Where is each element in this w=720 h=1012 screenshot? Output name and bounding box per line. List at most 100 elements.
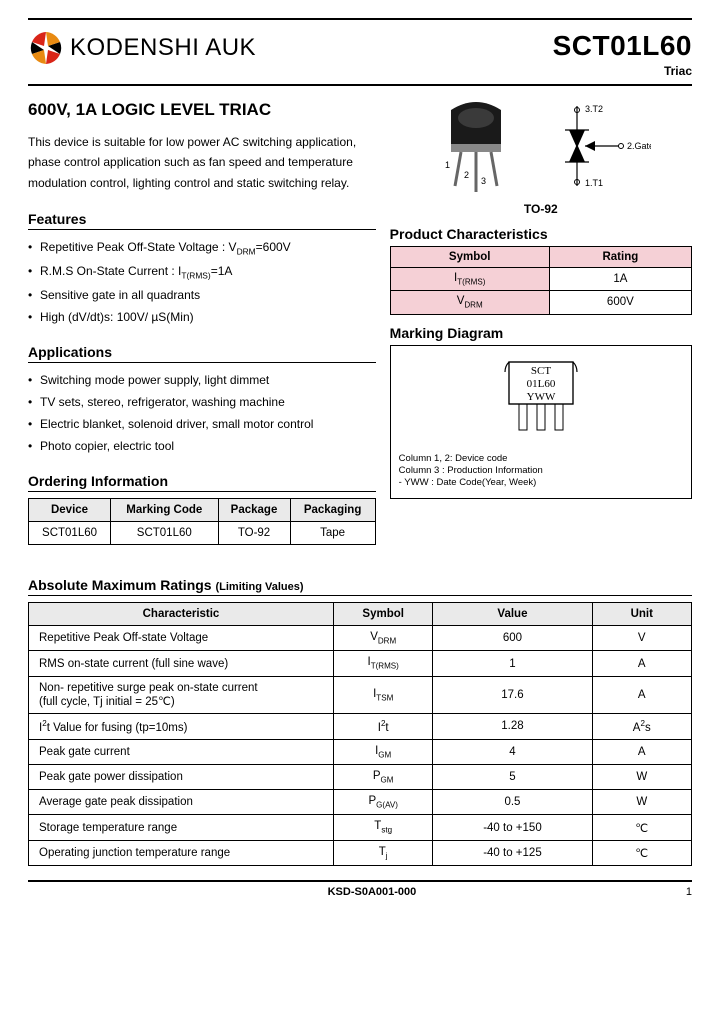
description: This device is suitable for low power AC… [28,132,376,193]
company-logo-block: KODENSHI AUK [28,30,256,66]
th-value: Value [433,603,592,626]
td: Tape [290,522,375,545]
header-rule [28,84,692,86]
marking-package-icon: SCT 01L60 YWW [499,356,583,443]
table-row: Symbol Rating [390,247,691,268]
features-heading: Features [28,211,376,230]
applications-list: Switching mode power supply, light dimme… [28,369,376,457]
td-symbol: IT(RMS) [390,268,549,291]
header: KODENSHI AUK SCT01L60 Triac [28,30,692,78]
td-char: Storage temperature range [29,815,334,840]
td-unit: ℃ [592,840,691,865]
features-list: Repetitive Peak Off-State Voltage : VDRM… [28,236,376,328]
svg-text:3: 3 [481,176,486,186]
td-val: -40 to +125 [433,840,592,865]
table-row: Repetitive Peak Off-state Voltage VDRM 6… [29,626,692,651]
logo-icon [28,30,64,66]
td-sym: PG(AV) [333,790,432,815]
td-sym: ITSM [333,676,432,713]
table-row: IT(RMS) 1A [390,268,691,291]
td-rating: 1A [549,268,691,291]
symbol-t1-label: 1.T1 [585,178,603,188]
marking-note: Column 1, 2: Device code [399,453,683,465]
th-device: Device [29,499,111,522]
company-name: KODENSHI AUK [70,34,256,62]
application-item: TV sets, stereo, refrigerator, washing m… [28,391,376,413]
table-row: Operating junction temperature range Tj … [29,840,692,865]
feature-item: Repetitive Peak Off-State Voltage : VDRM… [28,236,376,260]
marking-note: - YWW : Date Code(Year, Week) [399,477,683,489]
th-packaging: Packaging [290,499,375,522]
amr-heading: Absolute Maximum Ratings (Limiting Value… [28,577,692,596]
td-val: 1 [433,651,592,676]
marking-line1: SCT [531,365,551,377]
th-rating: Rating [549,247,691,268]
td-unit: A [592,651,691,676]
part-number: SCT01L60 [553,30,692,62]
th-marking: Marking Code [111,499,218,522]
table-row: Peak gate power dissipation PGM 5 W [29,764,692,789]
td-char: Non- repetitive surge peak on-state curr… [29,676,334,713]
to92-package-icon: 1 2 3 [431,100,521,196]
table-row: RMS on-state current (full sine wave) IT… [29,651,692,676]
ordering-table: Device Marking Code Package Packaging SC… [28,498,376,545]
td-val: 17.6 [433,676,592,713]
td-sym: Tstg [333,815,432,840]
application-item: Electric blanket, solenoid driver, small… [28,413,376,435]
th-unit: Unit [592,603,691,626]
amr-heading-text: Absolute Maximum Ratings [28,577,212,593]
table-row: I2t Value for fusing (tp=10ms) I2t 1.28 … [29,713,692,739]
table-row: Characteristic Symbol Value Unit [29,603,692,626]
table-row: Storage temperature range Tstg -40 to +1… [29,815,692,840]
td-symbol: VDRM [390,291,549,314]
table-row: Average gate peak dissipation PG(AV) 0.5… [29,790,692,815]
marking-line2: 01L60 [526,378,555,390]
footer-page: 1 [686,886,692,898]
td-sym: Tj [333,840,432,865]
table-row: SCT01L60 SCT01L60 TO-92 Tape [29,522,376,545]
part-block: SCT01L60 Triac [553,30,692,78]
table-row: Device Marking Code Package Packaging [29,499,376,522]
symbol-gate-label: 2.Gate [627,141,651,151]
marking-line3: YWW [526,391,555,403]
table-row: Peak gate current IGM 4 A [29,739,692,764]
td-sym: VDRM [333,626,432,651]
td: TO-92 [218,522,290,545]
top-rule [28,18,692,20]
ordering-heading: Ordering Information [28,473,376,492]
td-val: 600 [433,626,592,651]
td-rating: 600V [549,291,691,314]
package-name: TO-92 [390,202,692,216]
symbol-t2-label: 3.T2 [585,104,603,114]
td-sym: I2t [333,713,432,739]
footer-doc: KSD-S0A001-000 [328,886,417,898]
td-unit: W [592,790,691,815]
svg-text:1: 1 [445,160,450,170]
marking-heading: Marking Diagram [390,325,692,341]
td-unit: V [592,626,691,651]
th-package: Package [218,499,290,522]
application-item: Switching mode power supply, light dimme… [28,369,376,391]
td-unit: W [592,764,691,789]
td-sym: IGM [333,739,432,764]
td-unit: A [592,739,691,764]
td-unit: A [592,676,691,713]
td-sym: IT(RMS) [333,651,432,676]
application-item: Photo copier, electric tool [28,435,376,457]
part-type: Triac [553,64,692,78]
table-row: Non- repetitive surge peak on-state curr… [29,676,692,713]
feature-item: Sensitive gate in all quadrants [28,284,376,306]
feature-item: High (dV/dt)s: 100V/ µS(Min) [28,306,376,328]
package-diagram-row: 1 2 3 3.T2 2.Gate 1.T1 [390,100,692,196]
td-char: Repetitive Peak Off-state Voltage [29,626,334,651]
td-char: Operating junction temperature range [29,840,334,865]
characteristics-heading: Product Characteristics [390,226,692,242]
td-char: Peak gate current [29,739,334,764]
td-val: -40 to +150 [433,815,592,840]
th-characteristic: Characteristic [29,603,334,626]
td-sym: PGM [333,764,432,789]
th-symbol: Symbol [333,603,432,626]
td-char: I2t Value for fusing (tp=10ms) [29,713,334,739]
applications-heading: Applications [28,344,376,363]
table-row: VDRM 600V [390,291,691,314]
